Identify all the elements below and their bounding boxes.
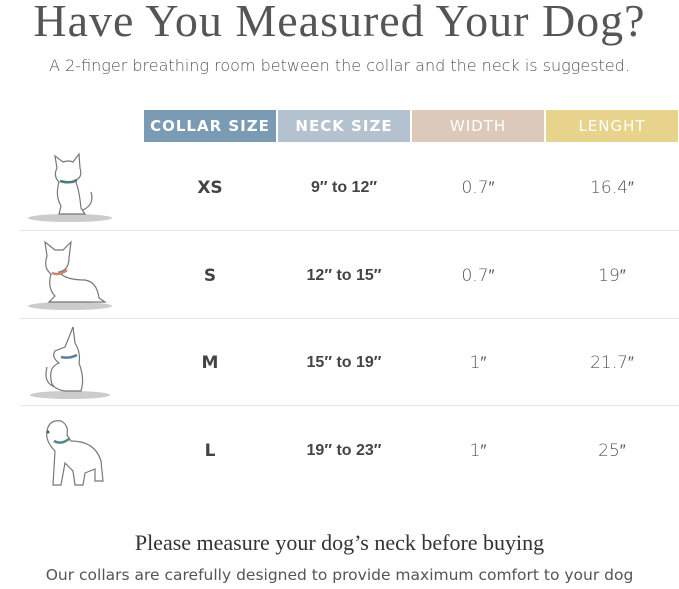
width-value: 1″ — [469, 353, 487, 373]
french-bulldog-icon — [28, 240, 112, 310]
labrador-dog-icon — [46, 420, 104, 486]
collar-size: XS — [197, 178, 223, 198]
header-neck-size: NECK SIZE — [278, 110, 410, 142]
subtitle: A 2-finger breathing room between the co… — [49, 56, 630, 75]
shepherd-dog-icon — [30, 326, 110, 399]
collar-size: S — [203, 266, 217, 286]
table-row-m: M 15″ to 19″ 1″ 21.7″ — [0, 319, 679, 407]
table-row-l: L 19″ to 23″ 1″ 25″ — [0, 407, 679, 495]
length-value: 25″ — [598, 441, 626, 461]
width-value: 0.7″ — [461, 178, 495, 198]
row-divider — [20, 405, 679, 406]
width-value: 1″ — [469, 441, 487, 461]
table-row-s: S 12″ to 15″ 0.7″ 19″ — [0, 232, 679, 320]
neck-size: 9″ to 12″ — [310, 179, 377, 196]
chihuahua-dog-icon — [28, 152, 112, 222]
header-length: LENGHT — [546, 110, 678, 142]
page-title: Have You Measured Your Dog? — [33, 0, 646, 46]
neck-size: 12″ to 15″ — [306, 267, 382, 284]
neck-size: 15″ to 19″ — [306, 354, 382, 371]
length-value: 16.4″ — [590, 178, 634, 198]
length-value: 21.7″ — [590, 353, 634, 373]
width-value: 0.7″ — [461, 266, 495, 286]
row-divider — [20, 318, 679, 319]
collar-size: M — [201, 353, 219, 373]
length-value: 19″ — [598, 266, 626, 286]
header-width: WIDTH — [412, 110, 544, 142]
row-divider — [20, 230, 679, 231]
neck-size: 19″ to 23″ — [306, 442, 382, 459]
footer-heading: Please measure your dog’s neck before bu… — [134, 530, 545, 555]
collar-size: L — [204, 441, 216, 461]
table-row-xs: XS 9″ to 12″ 0.7″ 16.4″ — [0, 144, 679, 232]
header-collar-size: COLLAR SIZE — [144, 110, 276, 142]
footer-note: Our collars are carefully designed to pr… — [45, 566, 634, 584]
